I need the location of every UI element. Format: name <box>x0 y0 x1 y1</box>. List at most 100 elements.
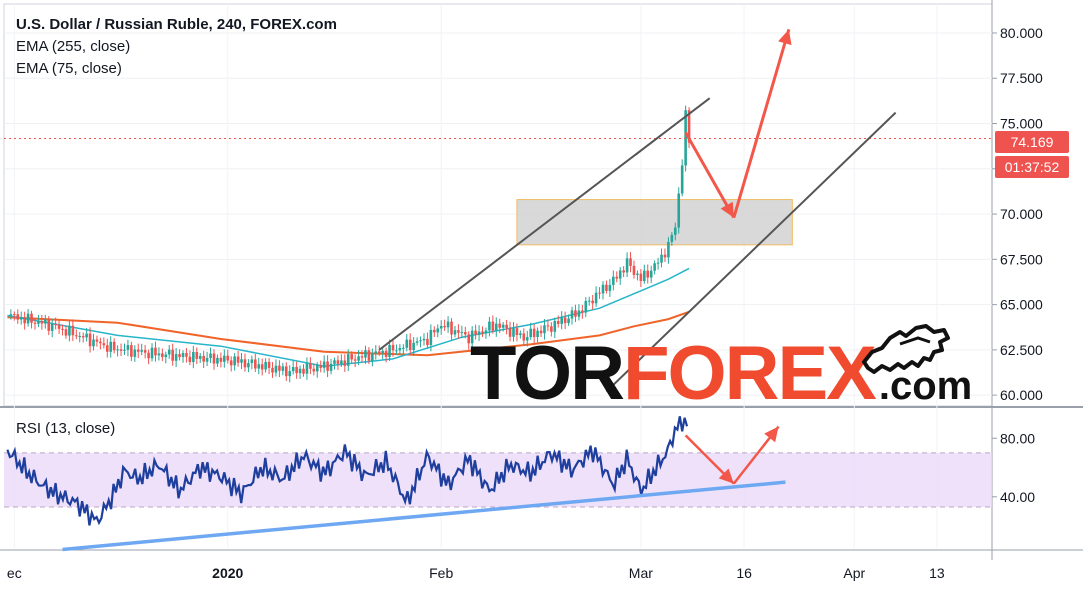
candle-body[interactable] <box>419 340 422 342</box>
candle-body[interactable] <box>408 339 412 351</box>
candle-body[interactable] <box>50 323 54 331</box>
candle-body[interactable] <box>505 324 508 329</box>
candle-body[interactable] <box>260 364 264 370</box>
candle-body[interactable] <box>357 356 360 361</box>
candle-body[interactable] <box>343 360 347 366</box>
candle-body[interactable] <box>68 325 71 336</box>
candle-body[interactable] <box>19 317 23 320</box>
candle-body[interactable] <box>550 326 553 332</box>
candle-body[interactable] <box>312 368 316 372</box>
candle-body[interactable] <box>161 353 164 358</box>
candle-body[interactable] <box>74 335 78 337</box>
candle-body[interactable] <box>174 354 178 361</box>
candle-body[interactable] <box>519 333 522 335</box>
candle-body[interactable] <box>653 263 656 271</box>
candle-body[interactable] <box>625 258 629 273</box>
candle-body[interactable] <box>92 339 95 347</box>
ema-255-label[interactable]: EMA (255, close) <box>16 38 131 55</box>
rsi-trendline[interactable] <box>62 480 786 552</box>
candle-body[interactable] <box>81 336 85 338</box>
candle-body[interactable] <box>515 328 519 335</box>
ema-255-line[interactable] <box>7 310 690 357</box>
candle-body[interactable] <box>598 292 601 294</box>
candle-body[interactable] <box>643 270 646 282</box>
chart-title[interactable]: U.S. Dollar / Russian Ruble, 240, FOREX.… <box>16 16 337 33</box>
candle-body[interactable] <box>346 354 350 366</box>
candle-body[interactable] <box>181 353 185 358</box>
candle-body[interactable] <box>71 325 75 336</box>
candle-body[interactable] <box>13 314 16 316</box>
candle-body[interactable] <box>605 284 608 291</box>
candle-body[interactable] <box>271 367 274 373</box>
candle-body[interactable] <box>525 337 529 341</box>
candle-body[interactable] <box>629 258 632 266</box>
candle-body[interactable] <box>143 350 147 353</box>
candle-body[interactable] <box>167 349 171 355</box>
candle-body[interactable] <box>254 359 257 369</box>
candle-body[interactable] <box>315 365 319 372</box>
forecast-arrow-1[interactable] <box>684 131 736 219</box>
candle-body[interactable] <box>185 353 188 357</box>
candle-body[interactable] <box>298 368 302 374</box>
candle-body[interactable] <box>9 314 13 316</box>
candle-body[interactable] <box>322 361 326 368</box>
candle-body[interactable] <box>618 270 622 279</box>
candle-body[interactable] <box>498 323 502 328</box>
candle-body[interactable] <box>426 338 429 346</box>
candle-body[interactable] <box>402 347 405 349</box>
candle-body[interactable] <box>433 329 436 333</box>
candle-body[interactable] <box>309 363 312 369</box>
candle-body[interactable] <box>116 349 119 351</box>
candle-body[interactable] <box>54 323 57 326</box>
candle-body[interactable] <box>381 350 384 354</box>
candle-body[interactable] <box>463 332 467 335</box>
channel-lower-line[interactable] <box>605 111 897 393</box>
candle-body[interactable] <box>61 328 64 330</box>
candle-body[interactable] <box>78 336 82 338</box>
candle-body[interactable] <box>236 356 240 363</box>
candle-body[interactable] <box>412 342 415 351</box>
candle-body[interactable] <box>105 345 109 352</box>
candle-body[interactable] <box>212 353 216 364</box>
candle-body[interactable] <box>188 356 192 363</box>
candle-body[interactable] <box>477 331 481 335</box>
candle-body[interactable] <box>563 317 567 324</box>
candle-body[interactable] <box>377 351 381 354</box>
candle-body[interactable] <box>205 358 209 362</box>
candle-body[interactable] <box>384 350 388 357</box>
candle-body[interactable] <box>243 359 247 368</box>
candle-body[interactable] <box>687 110 691 143</box>
candle-body[interactable] <box>85 333 88 338</box>
candle-body[interactable] <box>460 332 464 334</box>
candle-body[interactable] <box>656 262 660 264</box>
candle-body[interactable] <box>102 343 106 346</box>
candle-body[interactable] <box>319 365 323 368</box>
candle-body[interactable] <box>422 338 426 341</box>
candle-body[interactable] <box>488 321 491 331</box>
candle-body[interactable] <box>192 351 195 363</box>
candle-body[interactable] <box>539 330 543 334</box>
candle-body[interactable] <box>26 313 30 324</box>
candle-body[interactable] <box>154 347 157 356</box>
candle-body[interactable] <box>223 355 226 362</box>
candle-body[interactable] <box>202 355 205 362</box>
candle-body[interactable] <box>529 328 533 338</box>
candle-body[interactable] <box>536 330 539 338</box>
candle-body[interactable] <box>157 353 161 356</box>
candle-body[interactable] <box>553 321 557 332</box>
candle-body[interactable] <box>123 349 126 351</box>
candle-body[interactable] <box>632 265 636 275</box>
candle-body[interactable] <box>40 321 44 324</box>
candle-body[interactable] <box>405 339 409 348</box>
candle-body[interactable] <box>546 325 550 327</box>
candle-body[interactable] <box>136 349 140 352</box>
candle-body[interactable] <box>178 354 181 358</box>
candle-body[interactable] <box>677 193 681 228</box>
candle-body[interactable] <box>274 365 278 373</box>
rsi-line[interactable] <box>6 416 689 526</box>
candle-body[interactable] <box>608 284 612 291</box>
candle-body[interactable] <box>649 270 653 278</box>
candle-body[interactable] <box>467 334 471 344</box>
candle-body[interactable] <box>198 355 202 359</box>
